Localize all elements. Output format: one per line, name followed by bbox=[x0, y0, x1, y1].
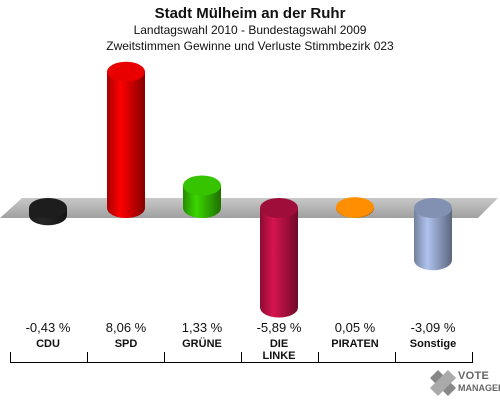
value-label: 1,33 % bbox=[181, 320, 223, 335]
axis-tick bbox=[318, 352, 319, 363]
category-label: SPD bbox=[114, 338, 138, 350]
bar-piraten bbox=[336, 197, 374, 218]
chart-subtitle-2: Zweitstimmen Gewinne und Verluste Stimmb… bbox=[106, 39, 394, 53]
value-label: 0,05 % bbox=[334, 320, 376, 335]
bar-gr-ne bbox=[183, 175, 221, 218]
axis-tick bbox=[395, 352, 396, 363]
category-label: GRÜNE bbox=[182, 338, 222, 350]
bar-sonstige bbox=[414, 198, 452, 271]
category-label: DIE LINKE bbox=[262, 338, 296, 362]
bar-chart bbox=[0, 61, 498, 318]
chart-title: Stadt Mülheim an der Ruhr bbox=[154, 5, 346, 22]
logo-text-vote: VOTE bbox=[458, 370, 490, 382]
bar-spd bbox=[107, 61, 145, 218]
chart-subtitle-1: Landtagswahl 2010 - Bundestagswahl 2009 bbox=[133, 23, 367, 37]
axis-tick bbox=[241, 352, 242, 363]
logo-text-manager: MANAGER bbox=[458, 383, 500, 393]
value-label: -5,89 % bbox=[256, 320, 302, 335]
bar-die-linke bbox=[260, 198, 298, 318]
axis-tick bbox=[10, 352, 11, 363]
value-label: -0,43 % bbox=[25, 320, 71, 335]
value-label: 8,06 % bbox=[105, 320, 147, 335]
category-label: PIRATEN bbox=[331, 338, 379, 350]
axis-tick bbox=[164, 352, 165, 363]
axis-tick bbox=[87, 352, 88, 363]
category-label: Sonstige bbox=[409, 338, 457, 350]
category-label: CDU bbox=[36, 338, 60, 350]
value-label: -3,09 % bbox=[410, 320, 456, 335]
vote-manager-logo bbox=[430, 370, 456, 396]
bar-cdu bbox=[29, 198, 67, 226]
axis-tick bbox=[472, 352, 473, 363]
